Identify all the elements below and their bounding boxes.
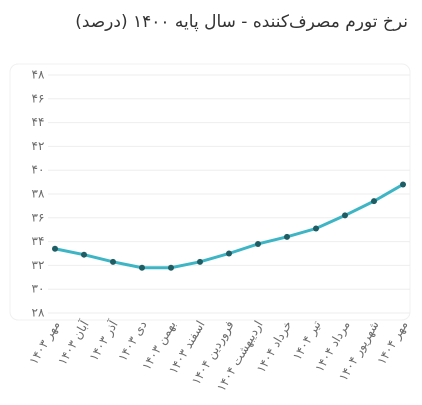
- point: [284, 233, 290, 240]
- y-tick-label: ۴۲: [32, 139, 45, 153]
- point: [197, 258, 203, 265]
- point: [313, 225, 319, 232]
- y-tick-label: ۲۸: [32, 306, 45, 320]
- y-tick-label: ۴۶: [32, 91, 45, 105]
- point: [168, 264, 174, 271]
- point: [342, 212, 348, 219]
- point: [255, 240, 261, 247]
- point: [226, 250, 232, 257]
- point: [110, 258, 116, 265]
- y-tick-label: ۴۸: [32, 68, 45, 82]
- point: [139, 264, 145, 271]
- y-tick-label: ۳۲: [32, 258, 45, 272]
- y-tick-label: ۴۰: [32, 163, 45, 177]
- y-tick-label: ۴۴: [32, 115, 45, 129]
- y-tick-label: ۳۴: [32, 234, 45, 248]
- y-tick-label: ۳۶: [32, 210, 45, 224]
- chart-title: نرخ تورم مصرف‌کننده - سال پایه ۱۴۰۰ (درص…: [75, 12, 408, 32]
- card: [9, 63, 411, 321]
- y-tick-label: ۳۸: [32, 187, 45, 201]
- point: [81, 251, 87, 258]
- y-tick-label: ۳۰: [32, 282, 45, 296]
- point: [400, 181, 406, 188]
- point: [371, 198, 377, 205]
- point: [52, 245, 58, 252]
